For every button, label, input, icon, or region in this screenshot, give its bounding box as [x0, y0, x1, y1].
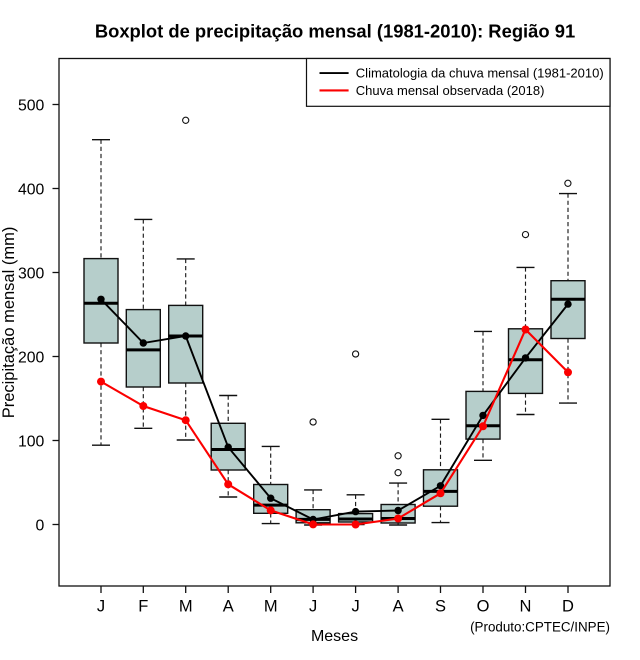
- svg-text:M: M: [264, 598, 278, 616]
- svg-text:J: J: [97, 598, 105, 616]
- svg-text:200: 200: [18, 350, 45, 367]
- svg-text:O: O: [477, 598, 490, 616]
- svg-text:Chuva mensal observada (2018): Chuva mensal observada (2018): [356, 83, 545, 98]
- svg-text:(Produto:CPTEC/INPE): (Produto:CPTEC/INPE): [470, 620, 610, 635]
- svg-text:M: M: [179, 598, 193, 616]
- svg-text:N: N: [520, 598, 532, 616]
- svg-text:Precipitação mensal (mm): Precipitação mensal (mm): [0, 227, 18, 419]
- svg-text:F: F: [138, 598, 148, 616]
- svg-text:J: J: [309, 598, 317, 616]
- svg-text:400: 400: [18, 182, 45, 199]
- svg-text:0: 0: [36, 518, 45, 535]
- svg-text:S: S: [435, 598, 446, 616]
- svg-text:Meses: Meses: [311, 628, 358, 645]
- svg-text:500: 500: [18, 98, 45, 115]
- svg-text:Climatologia da chuva mensal (: Climatologia da chuva mensal (1981-2010): [356, 66, 604, 81]
- svg-text:J: J: [351, 598, 359, 616]
- svg-text:D: D: [562, 598, 574, 616]
- svg-text:300: 300: [18, 266, 45, 283]
- svg-text:A: A: [223, 598, 234, 616]
- svg-text:A: A: [393, 598, 404, 616]
- svg-text:100: 100: [18, 434, 45, 451]
- svg-text:Boxplot de precipitação mensal: Boxplot de precipitação mensal (1981-201…: [95, 21, 575, 42]
